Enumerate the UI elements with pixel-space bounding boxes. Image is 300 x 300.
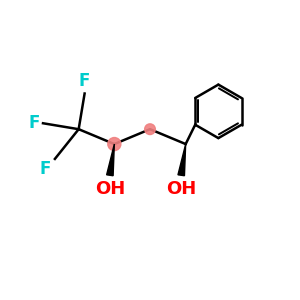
Polygon shape <box>178 144 186 176</box>
Text: F: F <box>79 72 90 90</box>
Text: F: F <box>40 160 51 178</box>
Text: OH: OH <box>166 180 196 198</box>
Polygon shape <box>106 144 114 176</box>
Circle shape <box>108 137 121 151</box>
Text: F: F <box>28 114 39 132</box>
Text: OH: OH <box>95 180 125 198</box>
Circle shape <box>145 124 155 134</box>
